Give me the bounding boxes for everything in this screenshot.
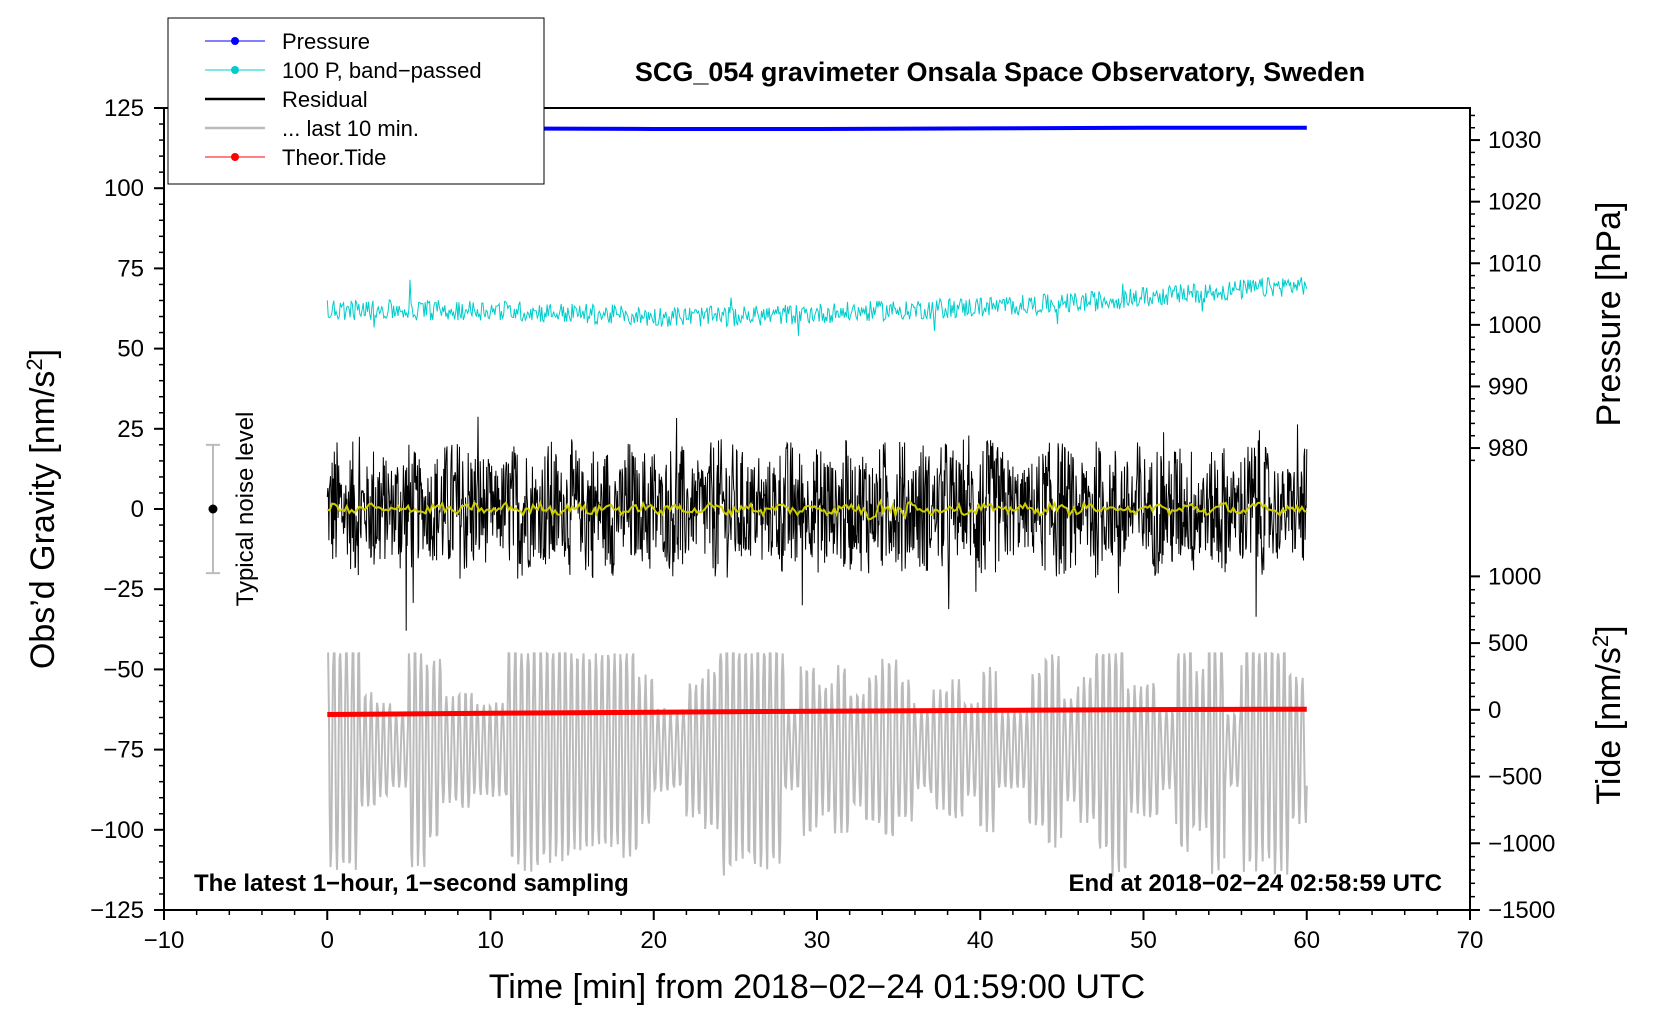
y-tick-label: 100 (104, 175, 144, 202)
y-tick-label: 75 (117, 255, 144, 282)
noise-level-label: Typical noise level (232, 412, 259, 607)
noise-level-marker: Typical noise level (205, 412, 259, 607)
noise-center-dot (208, 504, 218, 514)
annotation-right: End at 2018−02−24 02:58:59 UTC (1068, 870, 1442, 897)
tide-axis-title-main: Tide [nm/s (1590, 647, 1628, 804)
gravity-axis-title-end: ] (24, 349, 62, 358)
tide-line (327, 706, 1307, 717)
legend-marker (231, 66, 239, 74)
tide-tick-label: −500 (1488, 764, 1542, 791)
tide-tick-label: 500 (1488, 630, 1528, 657)
tide-axis-title-end: ] (1590, 625, 1628, 634)
x-axis: −10 0 10 20 30 40 50 60 70 (144, 910, 1484, 954)
y-tick-label: −50 (103, 656, 144, 683)
x-tick-label: 20 (640, 927, 667, 954)
tide-tick-label: 0 (1488, 697, 1501, 724)
x-tick-label: 0 (321, 927, 334, 954)
x-axis-title: Time [min] from 2018−02−24 01:59:00 UTC (489, 968, 1145, 1006)
y-tick-label: 25 (117, 416, 144, 443)
gravity-axis-title-main: Obs’d Gravity [nm/s (24, 371, 62, 670)
legend-label: ... last 10 min. (282, 116, 419, 141)
annotation-left: The latest 1−hour, 1−second sampling (194, 870, 629, 897)
legend-label: Pressure (282, 29, 370, 54)
legend-label: Residual (282, 87, 368, 112)
pressure-tick-label: 1020 (1488, 189, 1541, 216)
band-passed-pressure-line (326, 277, 1308, 336)
x-tick-label: 40 (967, 927, 994, 954)
x-tick-label: 30 (804, 927, 831, 954)
residual-smoothed-line (326, 498, 1308, 521)
legend-marker (231, 37, 239, 45)
legend-label: Theor.Tide (282, 145, 386, 170)
x-tick-label: −10 (144, 927, 185, 954)
pressure-tick-label: 1010 (1488, 250, 1541, 277)
gravity-axis-title-sup: 2 (22, 358, 47, 370)
legend: Pressure 100 P, band−passed Residual ... la… (167, 17, 545, 185)
y-tick-label: −125 (90, 897, 144, 924)
legend-box (167, 17, 545, 185)
last-10-min-line (327, 651, 1308, 877)
y-tick-label: 0 (131, 496, 144, 523)
x-tick-label: 70 (1457, 927, 1484, 954)
tide-tick-label: −1500 (1488, 897, 1555, 924)
tide-tick-label: 1000 (1488, 563, 1541, 590)
gravity-axis: −125 −100 −75 −50 −25 0 25 50 75 100 125 (90, 95, 164, 924)
y-tick-label: −100 (90, 817, 144, 844)
pressure-tick-label: 990 (1488, 373, 1528, 400)
y-tick-label: −25 (103, 576, 144, 603)
pressure-tick-label: 980 (1488, 435, 1528, 462)
y-tick-label: 125 (104, 95, 144, 122)
x-tick-label: 50 (1130, 927, 1157, 954)
series-layer (326, 125, 1308, 877)
y-tick-label: −75 (103, 737, 144, 764)
x-tick-label: 10 (477, 927, 504, 954)
tide-tick-label: −1000 (1488, 830, 1555, 857)
x-tick-label: 60 (1293, 927, 1320, 954)
chart-title: SCG_054 gravimeter Onsala Space Observat… (635, 57, 1365, 87)
pressure-tick-label: 1030 (1488, 127, 1541, 154)
gravity-axis-title: Obs’d Gravity [nm/s2] (22, 349, 62, 669)
tide-axis-title: Tide [nm/s2] (1588, 625, 1628, 804)
pressure-axis-title: Pressure [hPa] (1590, 202, 1628, 427)
pressure-tick-label: 1000 (1488, 312, 1541, 339)
legend-marker (231, 153, 239, 161)
y-tick-label: 50 (117, 336, 144, 363)
tide-axis-title-sup: 2 (1588, 635, 1613, 647)
pressure-axis: 980 990 1000 1010 1020 1030 (1470, 114, 1541, 462)
legend-label: 100 P, band−passed (282, 58, 482, 83)
tide-axis: −1500 −1000 −500 0 500 1000 (1470, 563, 1555, 924)
residual-line (326, 416, 1308, 631)
